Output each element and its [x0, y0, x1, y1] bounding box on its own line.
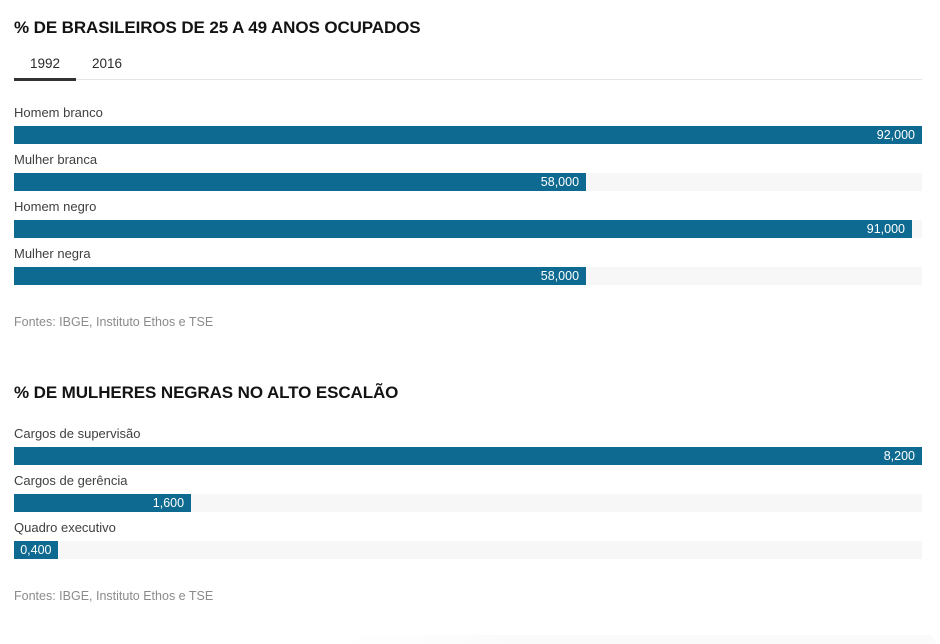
bar-value: 58,000 — [540, 269, 580, 283]
bar: 58,000 — [14, 267, 587, 285]
bar: 1,600 — [14, 494, 192, 512]
bar-track: 1,600 — [14, 494, 922, 512]
bar-row-gerencia: Cargos de gerência 1,600 — [14, 474, 922, 512]
bar-track: 92,000 — [14, 126, 922, 144]
bar: 91,000 — [14, 220, 912, 238]
bottom-sheet-edge — [340, 635, 936, 644]
bar-value: 91,000 — [866, 222, 905, 236]
bar-label: Homem negro — [14, 199, 97, 214]
bar-rows-alto-escalao: Cargos de supervisão 8,200 Cargos de ger… — [14, 427, 922, 559]
source-note-alto-escalao: Fontes: IBGE, Instituto Ethos e TSE — [14, 589, 214, 603]
bar-label: Mulher branca — [14, 152, 98, 167]
bar: 8,200 — [14, 447, 922, 465]
bar: 0,400 — [14, 541, 59, 559]
bar-track: 58,000 — [14, 267, 922, 285]
bar-row-homem-negro: Homem negro 91,000 — [14, 200, 922, 238]
tab-1992[interactable]: 1992 — [14, 46, 76, 81]
bar-label: Cargos de supervisão — [14, 426, 141, 441]
bar-value: 1,600 — [152, 496, 185, 510]
bar-track: 91,000 — [14, 220, 922, 238]
bar-track: 0,400 — [14, 541, 922, 559]
chart-section-ocupados: % DE BRASILEIROS DE 25 A 49 ANOS OCUPADO… — [14, 0, 922, 329]
bar-value: 8,200 — [883, 449, 915, 463]
bar-label: Cargos de gerência — [14, 473, 128, 488]
year-tabs: 1992 2016 — [14, 46, 922, 81]
bar-row-supervisao: Cargos de supervisão 8,200 — [14, 427, 922, 465]
bar-row-mulher-branca: Mulher branca 58,000 — [14, 153, 922, 191]
bar-row-homem-branco: Homem branco 92,000 — [14, 106, 922, 144]
bar-value: 92,000 — [876, 128, 915, 142]
tab-2016[interactable]: 2016 — [76, 46, 138, 80]
bar-row-mulher-negra: Mulher negra 58,000 — [14, 247, 922, 285]
chart-title-ocupados: % DE BRASILEIROS DE 25 A 49 ANOS OCUPADO… — [14, 18, 421, 37]
bar-rows-ocupados: Homem branco 92,000 Mulher branca 58,000… — [14, 106, 922, 285]
bar-label: Homem branco — [14, 105, 103, 120]
bar-row-executivo: Quadro executivo 0,400 — [14, 521, 922, 559]
chart-section-alto-escalao: % DE MULHERES NEGRAS NO ALTO ESCALÃO Car… — [14, 329, 922, 603]
bar-value: 58,000 — [540, 175, 580, 189]
bar-value: 0,400 — [20, 543, 52, 557]
bar: 58,000 — [14, 173, 587, 191]
bar-track: 8,200 — [14, 447, 922, 465]
bar: 92,000 — [14, 126, 922, 144]
source-note-ocupados: Fontes: IBGE, Instituto Ethos e TSE — [14, 315, 214, 329]
bar-label: Mulher negra — [14, 246, 91, 261]
tab-1992-label: 1992 — [29, 55, 61, 71]
bar-track: 58,000 — [14, 173, 922, 191]
bar-label: Quadro executivo — [14, 520, 116, 535]
chart-title-alto-escalao: % DE MULHERES NEGRAS NO ALTO ESCALÃO — [14, 383, 399, 402]
tab-2016-label: 2016 — [91, 55, 123, 71]
